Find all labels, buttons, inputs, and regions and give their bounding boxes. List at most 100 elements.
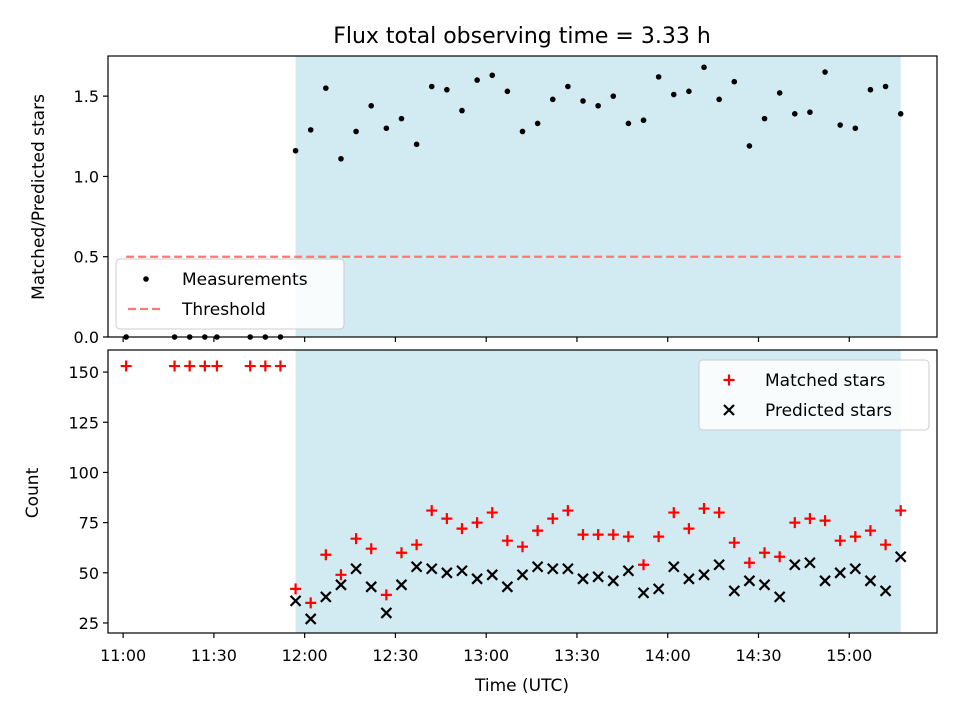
legend-box bbox=[698, 359, 930, 431]
predicted-star-marker bbox=[335, 579, 347, 591]
predicted-star-marker bbox=[667, 560, 680, 573]
bottom-panel: 25 50 75 100 125 150 11:00 11:30 12:00 12:30 13:00… bbox=[68, 349, 938, 665]
measurement-point bbox=[610, 93, 617, 99]
bottom-y-axis-label: Count bbox=[23, 467, 43, 518]
measurement-point bbox=[852, 125, 859, 132]
measurement-point bbox=[398, 115, 405, 122]
predicted-star-marker bbox=[592, 571, 604, 583]
matched-star-marker bbox=[759, 547, 771, 559]
predicted-star-marker bbox=[486, 569, 499, 581]
x-axis-label: Time (UTC) bbox=[474, 676, 569, 696]
top-y-tick-label: 1.5 bbox=[74, 87, 99, 106]
bottom-legend: Matched stars Predicted stars bbox=[698, 359, 930, 431]
predicted-star-marker bbox=[304, 613, 317, 625]
predicted-star-marker bbox=[622, 565, 635, 577]
predicted-star-marker bbox=[819, 575, 831, 587]
matched-star-marker bbox=[169, 360, 181, 372]
measurement-point bbox=[882, 83, 889, 90]
matched-star-marker bbox=[577, 529, 589, 541]
matched-star-marker bbox=[350, 533, 362, 545]
predicted-star-marker bbox=[894, 550, 907, 563]
predicted-star-marker bbox=[456, 565, 468, 577]
bottom-y-tick-label: 100 bbox=[68, 463, 99, 482]
measurement-point bbox=[731, 78, 738, 85]
legend-predicted-swatch bbox=[723, 404, 735, 416]
x-tick-label: 14:00 bbox=[645, 646, 691, 665]
predicted-star-marker bbox=[743, 575, 756, 587]
measurement-point bbox=[686, 88, 692, 95]
predicted-star-marker bbox=[350, 562, 362, 575]
top-y-tick-label: 0.0 bbox=[74, 328, 99, 347]
measurement-point bbox=[761, 115, 768, 122]
measurement-point bbox=[444, 86, 450, 93]
matched-star-marker bbox=[365, 543, 377, 555]
measurement-point bbox=[625, 120, 632, 127]
measurement-point bbox=[368, 102, 375, 109]
measurement-point bbox=[549, 96, 556, 103]
matched-star-marker bbox=[728, 537, 740, 549]
top-y-axis-label: Matched/Predicted stars bbox=[29, 94, 49, 300]
measurement-point bbox=[292, 147, 299, 154]
measurement-point bbox=[701, 64, 707, 71]
matched-star-marker bbox=[517, 541, 528, 553]
predicted-star-marker bbox=[289, 595, 302, 607]
matched-star-marker bbox=[211, 360, 223, 372]
x-tick-label: 13:00 bbox=[463, 646, 509, 665]
predicted-star-marker bbox=[320, 591, 332, 603]
predicted-star-marker bbox=[562, 562, 574, 575]
predicted-star-marker bbox=[789, 558, 801, 571]
matched-star-marker bbox=[199, 360, 211, 372]
legend-label: Matched stars bbox=[765, 371, 885, 391]
legend-measurement-swatch bbox=[143, 276, 149, 282]
predicted-star-marker bbox=[864, 575, 877, 587]
bottom-y-tick-label: 25 bbox=[79, 614, 99, 633]
measurement-point bbox=[307, 127, 314, 133]
legend-label: Predicted stars bbox=[765, 401, 892, 421]
top-panel: 0.0 0.5 1.0 1.5 Measurements Threshold bbox=[74, 55, 938, 347]
matched-star-marker bbox=[789, 517, 801, 529]
measurement-point bbox=[489, 72, 496, 79]
predicted-star-marker bbox=[834, 567, 846, 579]
predicted-star-marker bbox=[395, 579, 408, 591]
measurement-point bbox=[716, 96, 722, 103]
matched-star-marker bbox=[774, 551, 786, 563]
x-tick-label: 14:30 bbox=[735, 646, 781, 665]
matched-star-marker bbox=[184, 360, 196, 372]
measurement-point bbox=[776, 90, 783, 96]
legend-box bbox=[115, 258, 345, 330]
measurement-point bbox=[897, 111, 904, 117]
measurement-point bbox=[580, 98, 586, 104]
predicted-star-marker bbox=[410, 560, 423, 573]
predicted-star-marker bbox=[516, 569, 529, 581]
matched-star-marker bbox=[653, 531, 665, 543]
top-y-tick-label: 0.5 bbox=[74, 248, 99, 267]
matched-star-marker bbox=[713, 507, 725, 519]
predicted-star-marker bbox=[713, 558, 725, 571]
measurement-point bbox=[413, 141, 420, 148]
measurement-point bbox=[459, 107, 465, 114]
x-tick-label: 15:00 bbox=[826, 646, 872, 665]
predicted-star-marker bbox=[577, 573, 589, 585]
predicted-star-marker bbox=[773, 591, 786, 603]
predicted-star-marker bbox=[365, 581, 378, 593]
matched-star-marker bbox=[562, 505, 574, 517]
matched-star-marker bbox=[259, 360, 271, 372]
x-tick-label: 12:00 bbox=[282, 646, 328, 665]
measurement-point bbox=[746, 143, 753, 149]
measurement-point bbox=[504, 88, 511, 95]
legend-label: Measurements bbox=[182, 270, 308, 290]
bottom-y-tick-label: 75 bbox=[79, 514, 99, 533]
predicted-star-marker bbox=[380, 607, 393, 619]
top-shaded-region bbox=[295, 56, 901, 337]
bottom-y-tick-label: 150 bbox=[68, 363, 99, 382]
predicted-star-marker bbox=[546, 562, 559, 575]
matched-star-marker bbox=[501, 535, 513, 547]
matched-star-marker bbox=[622, 531, 634, 543]
measurement-point bbox=[837, 122, 843, 128]
predicted-star-marker bbox=[879, 585, 892, 597]
matched-star-marker bbox=[395, 547, 407, 559]
measurement-point bbox=[428, 83, 435, 90]
measurement-point bbox=[565, 83, 571, 90]
x-tick-label: 12:30 bbox=[372, 646, 418, 665]
